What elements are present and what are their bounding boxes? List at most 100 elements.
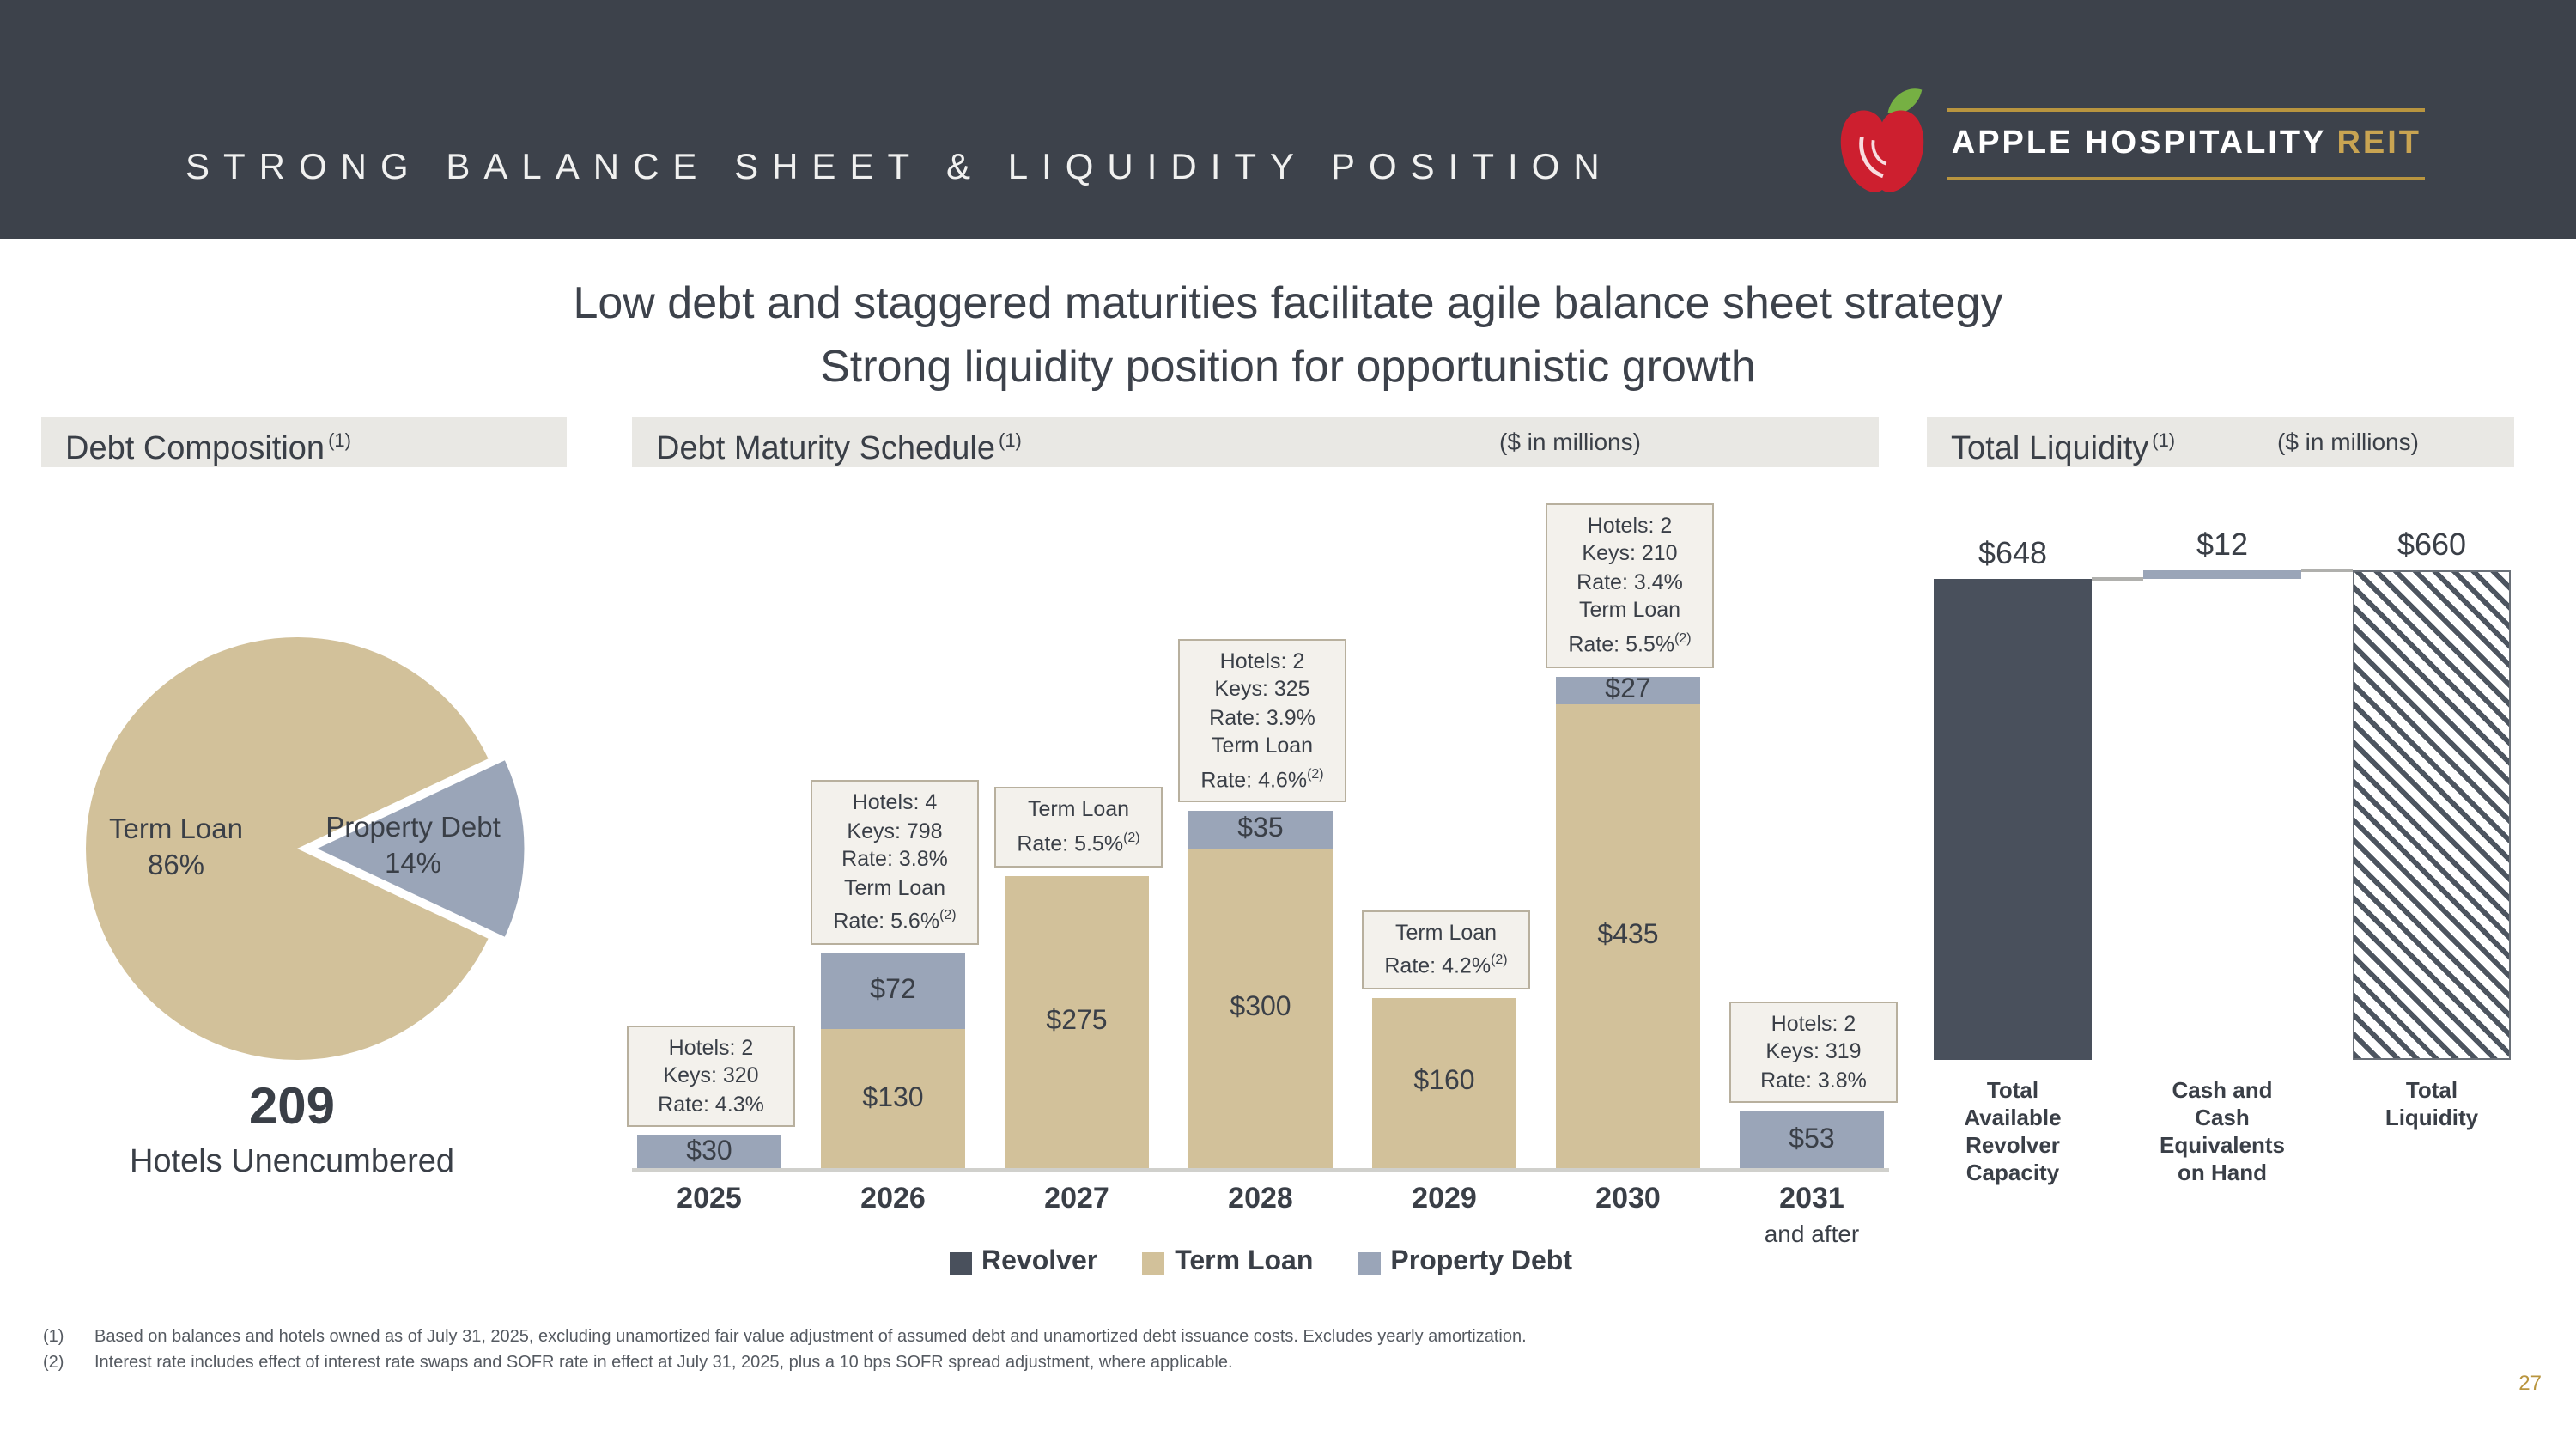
section-title-debt-composition: Debt Composition (1) bbox=[41, 431, 351, 468]
bar-segment-term-loan-2028: $300 bbox=[1188, 849, 1333, 1168]
section-title-text: Debt Maturity Schedule bbox=[656, 431, 995, 468]
footnote-marker: (1) bbox=[2152, 431, 2176, 452]
section-title-debt-maturity: Debt Maturity Schedule (1) bbox=[632, 431, 1022, 468]
footnote-1: (1) Based on balances and hotels owned a… bbox=[43, 1326, 1932, 1350]
footnote-ref: (1) bbox=[43, 1328, 64, 1347]
footnote-marker: (1) bbox=[999, 431, 1022, 452]
debt-composition-pie-area: Term Loan 86% Property Debt 14% 209 Hotels… bbox=[43, 481, 610, 1220]
bar-value-label: $130 bbox=[862, 1083, 924, 1113]
bar-segment-term-loan-2026: $130 bbox=[821, 1029, 965, 1168]
bar-segment-term-loan-2027: $275 bbox=[1005, 875, 1149, 1168]
bar-value-label: $435 bbox=[1597, 921, 1659, 951]
section-title-text: Total Liquidity bbox=[1951, 431, 2149, 468]
debt-maturity-chart: $30 Hotels: 2 Keys: 320 Rate: 4.3% $130 $72 Ho… bbox=[627, 481, 1898, 1306]
liquidity-bar-caption-2: Cash and Cash Equivalents on Hand bbox=[2160, 1077, 2285, 1185]
logo-text: APPLE HOSPITALITY REIT bbox=[1947, 108, 2425, 180]
x-axis-labels: 2025 2026 2027 2028 2029 2030 2031 and after bbox=[632, 1182, 1889, 1251]
x-axis-label-2025: 2025 bbox=[677, 1182, 742, 1215]
liquidity-bar-2 bbox=[2143, 569, 2301, 580]
x-axis-line bbox=[632, 1168, 1889, 1172]
x-axis-label-2028: 2028 bbox=[1228, 1182, 1293, 1215]
annotation-box-2028: Hotels: 2 Keys: 325 Rate: 3.9% Term Loan Rat… bbox=[1178, 638, 1346, 803]
page-number: 27 bbox=[2518, 1371, 2542, 1395]
liquidity-value-label: $660 bbox=[2397, 527, 2467, 562]
liquidity-bar-caption-1: Total Available Revolver Capacity bbox=[1964, 1077, 2062, 1185]
pie-slice-term-loan bbox=[86, 637, 489, 1060]
annotation-box-2026: Hotels: 4 Keys: 798 Rate: 3.8% Term Loan Rat… bbox=[811, 780, 979, 945]
units-label: ($ in millions) bbox=[2277, 428, 2419, 455]
pie-label-term-loan: Term Loan 86% bbox=[109, 814, 243, 881]
header-bar: STRONG BALANCE SHEET & LIQUIDITY POSITIO… bbox=[0, 0, 2576, 239]
hotels-unencumbered-callout: 209 Hotels Unencumbered bbox=[120, 1079, 464, 1182]
waterfall-connector bbox=[2092, 577, 2143, 581]
bar-value-label: $72 bbox=[870, 976, 916, 1006]
footnotes: (1) Based on balances and hotels owned a… bbox=[43, 1326, 1932, 1378]
x-axis-label-2027: 2027 bbox=[1044, 1182, 1109, 1215]
liquidity-bar-1 bbox=[1934, 579, 2092, 1060]
section-header-debt-maturity: Debt Maturity Schedule (1) ($ in millions… bbox=[632, 417, 1879, 468]
section-title-text: Debt Composition bbox=[65, 431, 325, 468]
liquidity-value-label: $12 bbox=[2196, 527, 2249, 562]
footnote-ref: (2) bbox=[43, 1354, 64, 1373]
bar-segment-property-debt-2028: $35 bbox=[1188, 811, 1333, 849]
legend-label: Revolver bbox=[981, 1247, 1098, 1276]
legend-swatch bbox=[949, 1251, 971, 1274]
annotation-box-2031: Hotels: 2 Keys: 319 Rate: 3.8% bbox=[1729, 1001, 1898, 1104]
bar-segment-term-loan-2029: $160 bbox=[1372, 997, 1516, 1168]
footnote-text: Based on balances and hotels owned as of… bbox=[94, 1328, 1527, 1347]
annotation-box-2025: Hotels: 2 Keys: 320 Rate: 4.3% bbox=[627, 1025, 795, 1128]
footnote-2: (2) Interest rate includes effect of int… bbox=[43, 1352, 1932, 1376]
liquidity-bar-caption-3: Total Liquidity bbox=[2385, 1077, 2479, 1130]
legend-label: Term Loan bbox=[1175, 1247, 1314, 1276]
slide-subtitle: Low debt and staggered maturities facili… bbox=[0, 271, 2576, 399]
section-title-total-liquidity: Total Liquidity (1) bbox=[1927, 431, 2176, 468]
bar-segment-property-debt-2026: $72 bbox=[821, 953, 965, 1030]
bar-value-label: $300 bbox=[1230, 993, 1291, 1022]
bar-segment-property-debt-2025: $30 bbox=[637, 1135, 781, 1168]
bar-value-label: $53 bbox=[1789, 1124, 1835, 1154]
pie-label-property-debt: Property Debt 14% bbox=[325, 813, 501, 880]
bar-segment-property-debt-2031: $53 bbox=[1740, 1111, 1884, 1168]
debt-maturity-plot: $30 Hotels: 2 Keys: 320 Rate: 4.3% $130 $72 Ho… bbox=[627, 481, 1898, 1172]
bar-segment-property-debt-2030: $27 bbox=[1556, 674, 1700, 705]
subtitle-line-2: Strong liquidity position for opportunis… bbox=[820, 340, 1756, 392]
company-logo: APPLE HOSPITALITY REIT bbox=[1838, 79, 2425, 210]
x-axis-label-2030: 2030 bbox=[1595, 1182, 1661, 1215]
bar-segment-term-loan-2030: $435 bbox=[1556, 704, 1700, 1168]
waterfall-connector bbox=[2301, 568, 2353, 572]
total-liquidity-chart: $648 $12 $660 Total Available Revolver Cap… bbox=[1927, 481, 2545, 1306]
x-axis-label-2029: 2029 bbox=[1412, 1182, 1477, 1215]
annotation-box-2029: Term Loan Rate: 4.2%(2) bbox=[1362, 910, 1530, 989]
apple-logo-icon bbox=[1841, 88, 1924, 192]
hotels-unencumbered-caption: Hotels Unencumbered bbox=[129, 1144, 455, 1180]
x-axis-label-2031: 2031 and after bbox=[1764, 1182, 1860, 1247]
units-label: ($ in millions) bbox=[1499, 428, 1641, 455]
legend-label: Property Debt bbox=[1390, 1247, 1572, 1276]
section-header-debt-composition: Debt Composition (1) bbox=[41, 417, 567, 468]
bar-value-label: $35 bbox=[1237, 814, 1284, 844]
pie-chart bbox=[86, 637, 527, 1060]
liquidity-value-label: $648 bbox=[1978, 536, 2048, 571]
legend-item-term-loan: Term Loan bbox=[1142, 1247, 1313, 1278]
footnote-marker: (1) bbox=[328, 431, 351, 452]
legend-swatch bbox=[1142, 1251, 1165, 1274]
liquidity-bar-3 bbox=[2353, 569, 2511, 1060]
bar-value-label: $27 bbox=[1605, 674, 1651, 704]
total-liquidity-plot: $648 $12 $660 bbox=[1927, 481, 2545, 1060]
legend-item-revolver: Revolver bbox=[949, 1247, 1097, 1278]
pie-slice-property-debt bbox=[311, 757, 527, 941]
subtitle-line-1: Low debt and staggered maturities facili… bbox=[573, 277, 2003, 328]
legend-swatch bbox=[1358, 1251, 1381, 1274]
hotels-unencumbered-count: 209 bbox=[248, 1079, 336, 1135]
footnote-text: Interest rate includes effect of interes… bbox=[94, 1354, 1233, 1373]
x-axis-label-2026: 2026 bbox=[860, 1182, 926, 1215]
bar-value-label: $30 bbox=[686, 1136, 732, 1166]
chart-legend: Revolver Term Loan Property Debt bbox=[632, 1247, 1889, 1278]
annotation-box-2027: Term Loan Rate: 5.5%(2) bbox=[994, 787, 1163, 867]
section-header-total-liquidity: Total Liquidity (1) ($ in millions) bbox=[1927, 417, 2514, 468]
slide-title: STRONG BALANCE SHEET & LIQUIDITY POSITIO… bbox=[185, 148, 1613, 187]
logo-suffix: REIT bbox=[2336, 125, 2421, 161]
annotation-box-2030: Hotels: 2 Keys: 210 Rate: 3.4% Term Loan Rat… bbox=[1546, 502, 1714, 668]
legend-item-property-debt: Property Debt bbox=[1358, 1247, 1572, 1278]
